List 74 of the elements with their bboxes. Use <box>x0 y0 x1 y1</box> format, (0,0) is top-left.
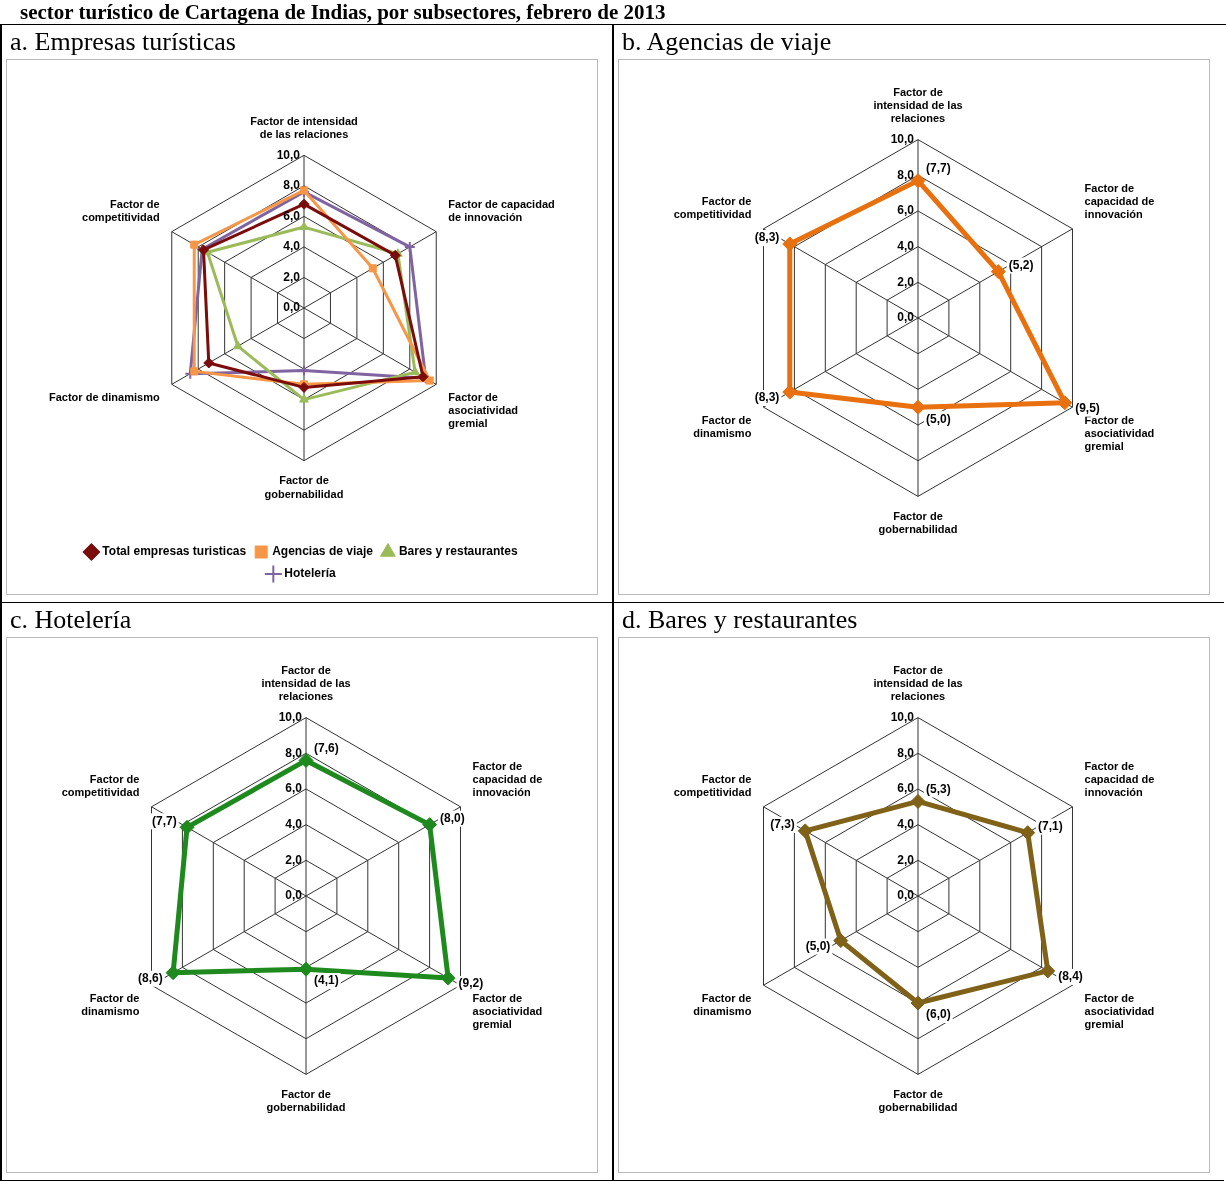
data-label: (8,3) <box>754 230 780 245</box>
y-tick-label: 10,0 <box>890 131 915 146</box>
spoke-label: Factor de dinamismo <box>48 390 160 403</box>
data-label: (9,5) <box>1075 401 1100 416</box>
legend-label: Total empresas turisticas <box>102 544 247 559</box>
data-label: (5,0) <box>805 938 831 953</box>
y-tick-label: 4,0 <box>285 816 303 831</box>
spoke-label: Factor de gobernabilidad <box>264 474 344 500</box>
data-label: (7,7) <box>151 813 177 828</box>
data-label: (9,2) <box>458 976 484 991</box>
spoke-label: Factor de dinamismo <box>81 991 140 1018</box>
data-label: (5,2) <box>1008 257 1034 272</box>
spoke-label: Factor de competitividad <box>673 195 752 221</box>
chart-title: a. Empresas turísticas <box>9 26 237 58</box>
y-tick-label: 4,0 <box>283 239 301 254</box>
data-label: (7,1) <box>1038 818 1063 833</box>
legend-label: Hotelería <box>284 566 336 581</box>
y-tick-label: 2,0 <box>897 274 915 289</box>
y-tick-label: 8,0 <box>285 745 303 760</box>
y-tick-label: 6,0 <box>897 781 915 796</box>
data-label: (7,6) <box>314 740 339 755</box>
chart-title: d. Bares y restaurantes <box>621 604 859 636</box>
spoke-label: Factor de asociatividad gremial <box>1084 991 1155 1031</box>
spoke-label: Factor de intensidad de las relaciones <box>250 114 358 140</box>
spoke-label: Factor de intensidad de las relaciones <box>873 85 963 125</box>
y-tick-label: 2,0 <box>285 852 303 867</box>
spoke-label: Factor de gobernabilidad <box>878 1088 958 1114</box>
y-tick-label: 2,0 <box>897 852 915 867</box>
spoke-label: Factor de competitividad <box>673 773 752 799</box>
y-tick-label: 0,0 <box>285 888 303 903</box>
spoke-label: Factor de asociatividad gremial <box>448 390 519 430</box>
data-label: (7,3) <box>770 817 795 832</box>
y-tick-label: 6,0 <box>283 208 301 223</box>
spoke-label: Factor de dinamismo <box>693 413 752 440</box>
chart-title: c. Hotelería <box>9 604 133 636</box>
legend-label: Bares y restaurantes <box>398 544 518 559</box>
y-tick-label: 0,0 <box>897 888 915 903</box>
spoke-label: Factor de gobernabilidad <box>266 1088 346 1114</box>
y-tick-label: 8,0 <box>897 745 915 760</box>
y-tick-label: 10,0 <box>278 709 303 724</box>
y-tick-label: 4,0 <box>897 238 915 253</box>
spoke-label: Factor de asociatividad gremial <box>472 991 543 1031</box>
y-tick-label: 4,0 <box>897 816 915 831</box>
data-label: (5,0) <box>926 411 951 426</box>
spoke-label: Factor de dinamismo <box>693 991 752 1018</box>
text: sector turístico de Cartagena de Indias, por subsectores, febrero de 2013 <box>20 0 666 24</box>
spoke-label: Factor de intensidad de las relaciones <box>261 663 351 703</box>
spoke-label: Factor de capacidad de innovación <box>472 759 543 799</box>
spoke-label: Factor de competitividad <box>61 773 140 799</box>
y-tick-label: 10,0 <box>276 147 301 162</box>
spoke-label: Factor de capacidad de innovación <box>448 197 555 224</box>
chart-title: b. Agencias de viaje <box>621 26 833 58</box>
data-label: (8,4) <box>1058 969 1083 984</box>
y-tick-label: 10,0 <box>890 709 915 724</box>
spoke-label: Factor de capacidad de innovación <box>1084 759 1155 799</box>
y-tick-label: 8,0 <box>897 167 915 182</box>
data-label: (6,0) <box>926 1007 951 1022</box>
y-tick-label: 6,0 <box>285 781 303 796</box>
data-label: (5,3) <box>926 781 951 796</box>
y-tick-label: 0,0 <box>283 300 301 315</box>
y-tick-label: 0,0 <box>897 310 915 325</box>
legend-label: Agencias de viaje <box>272 544 374 559</box>
data-label: (4,1) <box>314 973 339 988</box>
y-tick-label: 8,0 <box>283 178 301 193</box>
spoke-label: Factor de capacidad de innovación <box>1084 181 1155 221</box>
data-label: (7,7) <box>926 160 951 175</box>
spoke-label: Factor de gobernabilidad <box>878 510 958 536</box>
y-tick-label: 6,0 <box>897 203 915 218</box>
spoke-label: Factor de intensidad de las relaciones <box>873 663 963 703</box>
data-label: (8,0) <box>439 810 465 825</box>
y-tick-label: 2,0 <box>283 269 301 284</box>
data-label: (8,6) <box>138 971 163 986</box>
spoke-label: Factor de competitividad <box>82 197 160 224</box>
data-label: (8,3) <box>754 390 780 405</box>
